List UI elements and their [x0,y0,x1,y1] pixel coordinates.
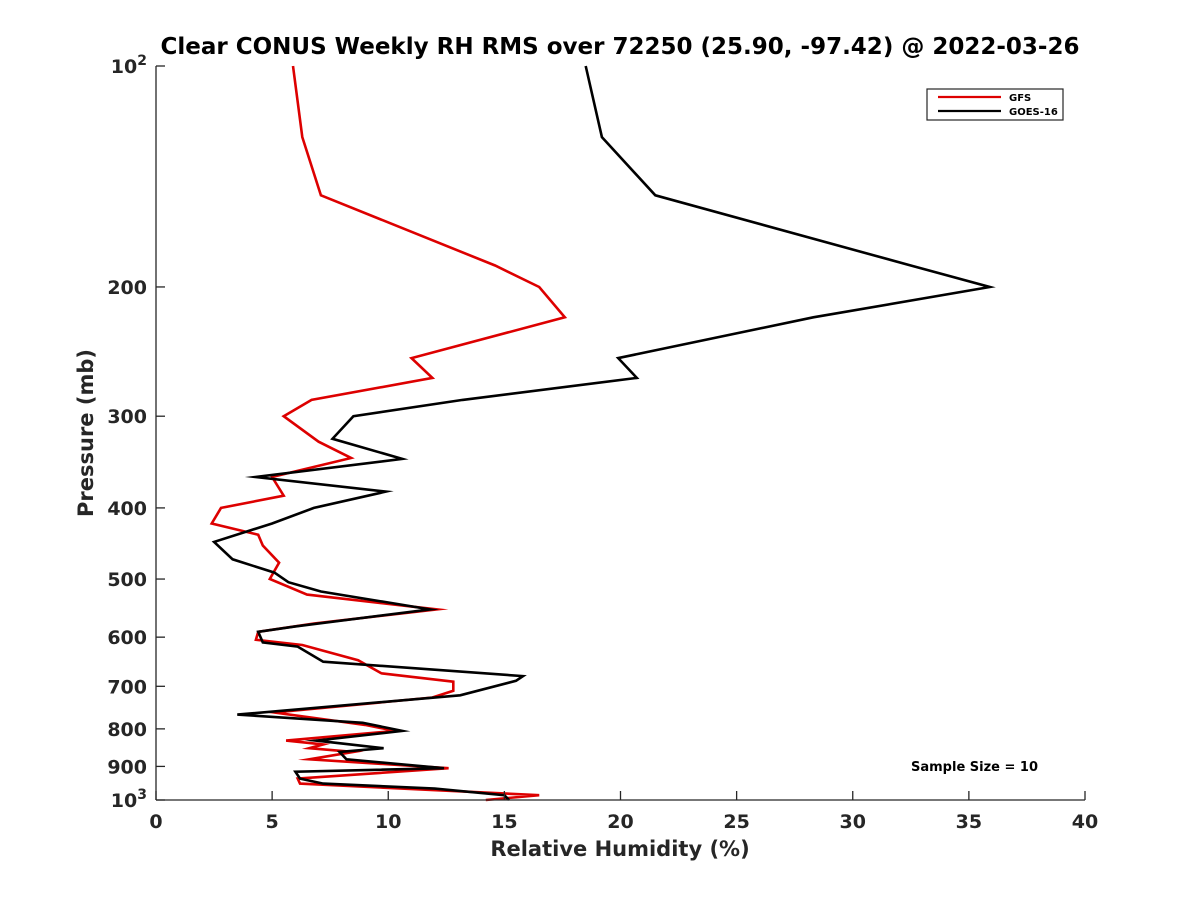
legend-label: GOES-16 [1009,107,1058,118]
y-tick-label: 103 [111,787,147,812]
y-tick-label: 600 [107,627,147,649]
plot-background [156,66,1085,800]
x-tick-label: 35 [956,811,982,833]
x-tick-label: 5 [266,811,279,833]
sample-size-annotation: Sample Size = 10 [911,760,1038,775]
x-tick-label: 10 [375,811,401,833]
y-tick-label: 200 [107,277,147,299]
axes-layer: 0 5 10 15 20 25 30 35 40 102 200 300 400 500 600 700 800… [107,53,1098,833]
series-line-goes-16 [211,65,996,801]
y-tick-label: 300 [107,406,147,428]
y-tick-label: 800 [107,719,147,741]
legend-box [926,88,1064,121]
x-tick-label: 25 [723,811,749,833]
y-tick-label: 900 [107,756,147,778]
chart-title: Clear CONUS Weekly RH RMS over 72250 (25… [161,34,1080,60]
x-tick-label: 40 [1072,811,1098,833]
x-tick-label: 15 [491,811,517,833]
y-axis-title: Pressure (mb) [74,349,98,517]
y-tick-label: 500 [107,569,147,591]
x-tick-label: 0 [149,811,162,833]
legend: GFS GOES-16 [926,88,1064,121]
x-tick-label: 20 [607,811,633,833]
x-axis-title: Relative Humidity (%) [490,837,749,861]
legend-label: GFS [1009,93,1031,104]
plot-area [156,66,1085,800]
series-layer [209,65,996,802]
x-tick-label: 30 [840,811,866,833]
y-tick-label: 102 [111,53,147,78]
y-tick-label: 400 [107,498,147,520]
y-tick-label: 700 [107,676,147,698]
